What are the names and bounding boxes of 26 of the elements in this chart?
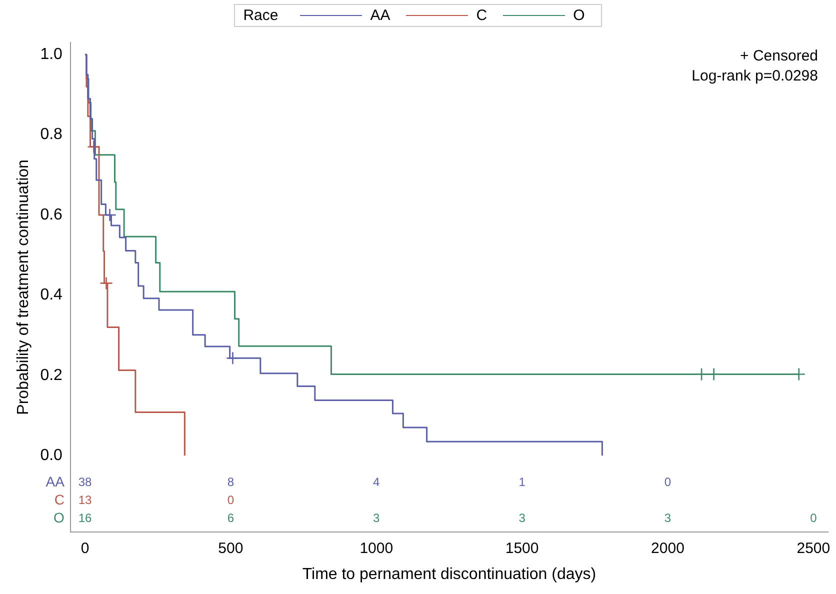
point <box>87 140 100 154</box>
x-tick-label: 2000 <box>651 540 684 557</box>
text: C 13 0 <box>54 491 234 508</box>
legend-label: O <box>573 6 585 24</box>
y-tick-label: 0.6 <box>40 206 63 224</box>
point <box>103 208 116 222</box>
y-tick-label: 0.0 <box>40 447 63 464</box>
x-tick-label: 0 <box>80 540 90 557</box>
y-tick-label: 0.4 <box>40 286 63 304</box>
x-axis-title: Time to pernament discontinuation (days) <box>302 566 596 583</box>
y-axis-title: Probability of treatment continuation <box>15 160 32 415</box>
legend-label: AA <box>370 6 390 24</box>
x-tick-label: 500 <box>218 540 244 557</box>
x-tick-label: 1500 <box>505 540 539 557</box>
point <box>100 276 113 290</box>
annotation: Log-rank p=0.0298 <box>692 68 818 85</box>
y-tick-label: 0.2 <box>40 366 63 384</box>
annotation: + Censored <box>740 48 818 65</box>
y-tick-label: 1.0 <box>40 46 63 64</box>
legend-title: Race <box>243 6 278 24</box>
text: O 16 6 3 3 3 0 <box>54 509 817 526</box>
x-tick-label: 1000 <box>360 540 394 557</box>
legend-label: C <box>476 6 488 24</box>
text: AA 38 8 4 1 0 <box>46 473 672 490</box>
y-tick-label: 0.8 <box>40 126 63 144</box>
x-tick-label: 2500 <box>796 540 830 557</box>
